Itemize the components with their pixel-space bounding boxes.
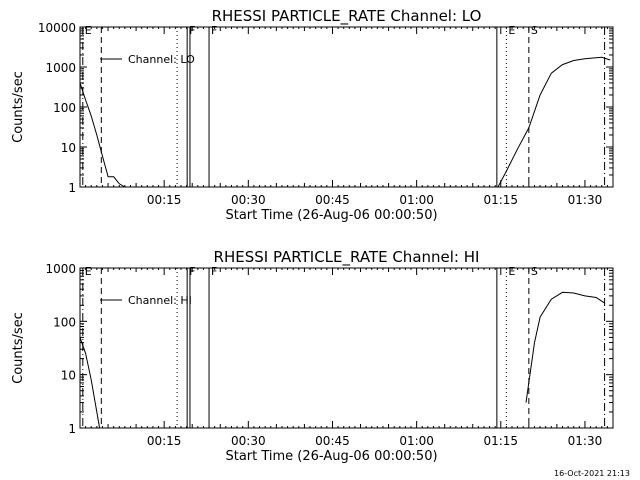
marker-label: F xyxy=(211,265,217,278)
marker-label: E xyxy=(85,265,92,278)
marker-label: S xyxy=(531,24,538,37)
marker-label: S xyxy=(531,265,538,278)
marker-label: E xyxy=(508,265,515,278)
x-axis-label: Start Time (26-Aug-06 00:00:50) xyxy=(225,208,437,223)
chart-panels: RHESSI PARTICLE_RATE Channel: LO E F F E S Cha… xyxy=(11,7,614,464)
x-tick-label: 00:15 xyxy=(147,434,182,448)
chart-panel-2: RHESSI PARTICLE_RATE Channel: HIEFFESCha… xyxy=(11,248,614,464)
y-axis-label: Counts/sec xyxy=(11,312,26,384)
x-tick-label: 01:30 xyxy=(568,434,603,448)
y-tick-label: 100 xyxy=(53,315,76,329)
y-tick-label: 1000 xyxy=(45,262,76,276)
x-tick-label: 01:15 xyxy=(483,193,518,207)
chart-title: RHESSI PARTICLE_RATE Channel: HI xyxy=(214,248,480,267)
x-tick-label: 01:00 xyxy=(399,434,434,448)
y-tick-label: 1 xyxy=(68,422,76,436)
marker-label: E xyxy=(508,24,515,37)
series-line xyxy=(525,291,605,403)
x-tick-label: 01:30 xyxy=(568,193,603,207)
marker-label: F xyxy=(211,24,217,37)
x-tick-label: 00:30 xyxy=(231,434,266,448)
footer-timestamp: 16-Oct-2021 21:13 xyxy=(554,469,630,478)
x-tick-label: 00:30 xyxy=(231,193,266,207)
marker-label: E xyxy=(85,24,92,37)
y-tick-label: 1 xyxy=(68,181,76,195)
series-line xyxy=(79,337,101,429)
y-tick-label: 10000 xyxy=(38,21,76,35)
x-tick-label: 01:15 xyxy=(483,434,518,448)
y-tick-label: 10 xyxy=(61,141,76,155)
series-line xyxy=(497,56,611,188)
x-axis-label: Start Time (26-Aug-06 00:00:50) xyxy=(225,449,437,464)
y-tick-label: 100 xyxy=(53,101,76,115)
x-tick-label: 01:00 xyxy=(399,193,434,207)
plot-frame xyxy=(79,267,614,429)
chart-panel-1: RHESSI PARTICLE_RATE Channel: LOEFFESCha… xyxy=(11,7,614,223)
x-tick-label: 00:15 xyxy=(147,193,182,207)
legend-label: Channel: HI xyxy=(128,294,192,307)
chart-title: RHESSI PARTICLE_RATE Channel: LO xyxy=(212,7,482,26)
y-tick-label: 1000 xyxy=(45,61,76,75)
legend-label: Channel: LO xyxy=(128,53,195,66)
series-line xyxy=(79,82,131,188)
x-tick-label: 00:45 xyxy=(315,193,350,207)
y-axis-label: Counts/sec xyxy=(11,71,26,143)
x-tick-label: 00:45 xyxy=(315,434,350,448)
y-tick-label: 10 xyxy=(61,369,76,383)
